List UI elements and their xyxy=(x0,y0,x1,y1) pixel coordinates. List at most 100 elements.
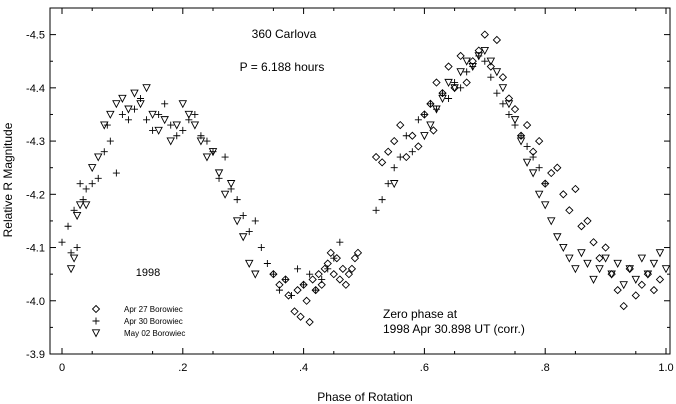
data-point xyxy=(499,100,507,108)
data-point xyxy=(402,132,410,140)
data-point xyxy=(577,249,586,258)
data-point xyxy=(510,116,520,125)
data-point xyxy=(233,196,241,204)
data-point xyxy=(239,212,247,220)
data-point xyxy=(613,259,622,268)
data-point xyxy=(546,217,556,226)
data-point xyxy=(643,270,653,279)
data-point xyxy=(522,158,532,167)
data-point xyxy=(94,174,102,182)
data-point xyxy=(535,164,543,172)
data-point xyxy=(263,260,271,268)
data-point xyxy=(344,270,354,279)
data-point xyxy=(426,121,435,130)
data-point xyxy=(58,238,66,246)
data-point xyxy=(290,307,299,316)
legend-label: Apr 30 Borowiec xyxy=(124,317,183,326)
data-point xyxy=(318,275,326,283)
data-point xyxy=(88,180,96,188)
x-tick-label: .8 xyxy=(541,362,550,374)
data-point xyxy=(429,126,438,135)
data-point xyxy=(408,148,416,156)
data-point xyxy=(565,254,574,263)
data-point xyxy=(462,57,471,66)
data-point xyxy=(414,116,422,124)
data-point xyxy=(221,153,229,161)
data-point xyxy=(178,100,188,109)
data-point xyxy=(474,52,484,61)
data-point xyxy=(426,100,434,108)
data-point xyxy=(522,120,532,130)
data-point xyxy=(136,100,145,109)
data-point xyxy=(445,94,453,102)
data-point xyxy=(66,265,76,274)
data-point xyxy=(505,110,513,118)
data-point xyxy=(208,148,218,157)
legend-title: 1998 xyxy=(136,267,160,279)
data-point xyxy=(112,100,121,109)
data-point xyxy=(577,222,586,231)
data-point xyxy=(196,137,206,146)
data-point xyxy=(72,211,82,221)
data-point xyxy=(655,249,665,258)
y-tick-label: -4.1 xyxy=(26,243,45,255)
x-tick-label: 1.0 xyxy=(658,362,673,374)
data-point xyxy=(338,264,347,273)
data-point xyxy=(601,243,610,252)
data-point xyxy=(619,281,628,290)
data-point xyxy=(607,270,616,279)
data-point xyxy=(130,89,139,98)
data-point xyxy=(202,153,212,162)
data-point xyxy=(384,147,393,156)
data-point xyxy=(172,121,182,130)
data-point xyxy=(432,105,441,114)
period-label: P = 6.188 hours xyxy=(240,60,325,74)
data-point xyxy=(281,275,289,283)
data-point xyxy=(396,153,404,161)
data-point xyxy=(124,105,133,114)
data-point xyxy=(308,275,317,284)
data-point xyxy=(112,169,120,177)
data-point xyxy=(631,275,641,284)
data-point xyxy=(220,190,230,199)
data-point xyxy=(637,254,647,263)
data-point xyxy=(589,275,598,284)
data-point xyxy=(444,62,453,71)
data-point xyxy=(306,270,314,278)
data-point xyxy=(93,153,103,162)
data-point xyxy=(106,110,115,119)
data-point xyxy=(589,238,598,247)
data-point xyxy=(244,259,254,268)
data-point xyxy=(456,68,465,77)
data-point xyxy=(510,105,520,114)
data-point xyxy=(148,110,157,119)
data-point xyxy=(528,169,538,178)
data-point xyxy=(335,275,344,284)
data-points xyxy=(58,30,671,327)
axis-ticks: 0 .2 .4 .6 .8 1.0 -3.9 -4.0 -4.1 -4.2 -4.3 -4.4 -4.5 xyxy=(26,8,674,374)
legend-marker xyxy=(91,304,101,314)
data-point xyxy=(492,68,502,77)
data-point xyxy=(324,265,332,273)
data-point xyxy=(106,137,114,145)
y-tick-label: -4.2 xyxy=(26,189,45,201)
data-point xyxy=(432,78,441,87)
data-point xyxy=(390,136,399,146)
data-point xyxy=(371,152,381,162)
data-point xyxy=(541,180,549,188)
zero-phase-line1: Zero phase at xyxy=(383,307,458,321)
y-axis-label: Relative R Magnitude xyxy=(1,122,15,237)
plot-frame xyxy=(49,7,671,355)
data-point xyxy=(317,280,326,289)
data-point xyxy=(341,280,351,289)
data-point xyxy=(481,57,489,65)
data-point xyxy=(625,265,635,274)
data-point xyxy=(468,62,477,72)
y-tick-label: -4.5 xyxy=(26,30,45,42)
x-tick-label: 0 xyxy=(59,362,65,374)
data-point xyxy=(493,89,501,97)
data-point xyxy=(396,120,405,130)
data-point xyxy=(300,281,308,289)
data-point xyxy=(69,254,79,263)
